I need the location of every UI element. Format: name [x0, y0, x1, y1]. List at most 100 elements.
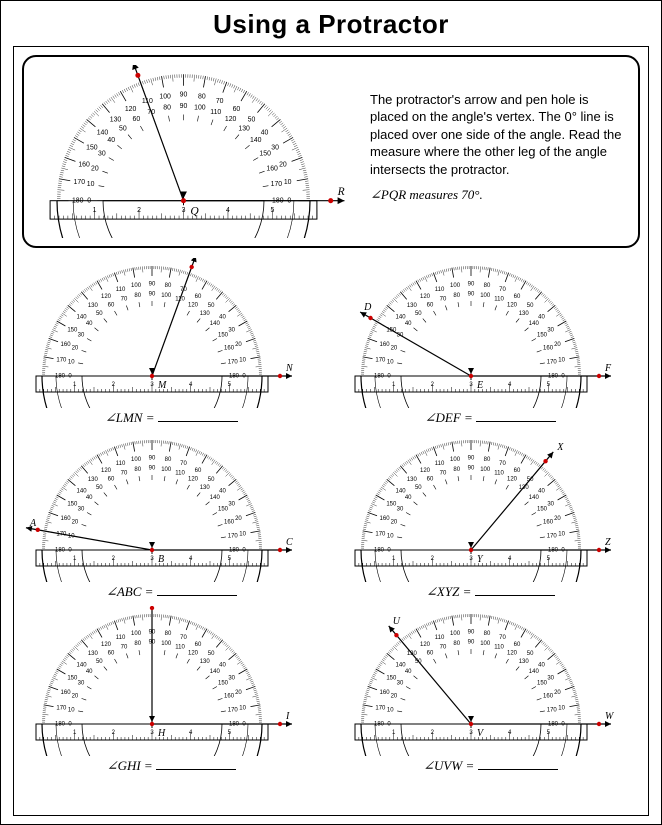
svg-text:30: 30 — [78, 506, 85, 512]
svg-text:D: D — [363, 302, 372, 313]
svg-text:40: 40 — [405, 494, 412, 500]
svg-text:130: 130 — [88, 651, 99, 657]
svg-text:60: 60 — [133, 116, 141, 123]
svg-text:130: 130 — [238, 125, 250, 132]
protractor-diagram: 1234518001701016020150301404013050120601… — [22, 258, 321, 408]
answer-line: ∠GHI = — [22, 758, 321, 774]
svg-text:150: 150 — [86, 145, 98, 152]
svg-text:160: 160 — [78, 161, 90, 168]
svg-text:160: 160 — [61, 690, 72, 696]
svg-text:4: 4 — [508, 382, 512, 388]
svg-text:120: 120 — [188, 650, 199, 656]
svg-text:20: 20 — [91, 165, 99, 172]
svg-text:60: 60 — [514, 641, 521, 647]
svg-text:1: 1 — [93, 207, 97, 214]
svg-text:60: 60 — [108, 302, 115, 308]
svg-text:120: 120 — [420, 641, 431, 647]
svg-text:1: 1 — [392, 382, 396, 388]
svg-text:2: 2 — [112, 556, 116, 562]
svg-text:4: 4 — [226, 207, 230, 214]
svg-text:70: 70 — [180, 461, 187, 467]
svg-text:0: 0 — [87, 198, 91, 205]
svg-text:20: 20 — [554, 690, 561, 696]
protractor-diagram: 1234518001701016020150301404013050120601… — [22, 606, 321, 756]
svg-text:40: 40 — [86, 668, 93, 674]
svg-text:120: 120 — [101, 467, 112, 473]
svg-text:120: 120 — [507, 650, 518, 656]
svg-text:3: 3 — [150, 730, 154, 736]
svg-text:120: 120 — [188, 476, 199, 482]
answer-blank[interactable] — [478, 758, 558, 770]
svg-text:90: 90 — [468, 639, 475, 645]
answer-blank[interactable] — [157, 584, 237, 596]
svg-text:0: 0 — [68, 373, 72, 379]
svg-text:150: 150 — [537, 680, 548, 686]
svg-text:20: 20 — [72, 693, 79, 699]
svg-text:140: 140 — [396, 314, 407, 320]
problem-cell: 1234518001701016020150301404013050120601… — [22, 432, 321, 600]
svg-text:160: 160 — [380, 690, 391, 696]
protractor-diagram: 1234518001701016020150301404013050120601… — [341, 432, 640, 582]
svg-text:2: 2 — [112, 382, 116, 388]
svg-text:170: 170 — [228, 359, 239, 365]
svg-text:Y: Y — [477, 554, 484, 565]
svg-text:100: 100 — [194, 105, 206, 112]
svg-text:140: 140 — [250, 137, 262, 144]
svg-text:100: 100 — [131, 456, 142, 462]
svg-text:170: 170 — [375, 357, 386, 363]
svg-text:130: 130 — [519, 310, 530, 316]
svg-text:120: 120 — [420, 293, 431, 299]
svg-text:50: 50 — [119, 125, 127, 132]
svg-text:100: 100 — [480, 292, 491, 298]
svg-text:40: 40 — [219, 662, 226, 668]
svg-text:3: 3 — [150, 556, 154, 562]
svg-text:20: 20 — [279, 161, 287, 168]
svg-text:80: 80 — [453, 292, 460, 298]
svg-text:130: 130 — [519, 658, 530, 664]
svg-text:I: I — [285, 711, 290, 722]
svg-text:70: 70 — [499, 287, 506, 293]
svg-text:100: 100 — [450, 282, 461, 288]
svg-text:80: 80 — [134, 466, 141, 472]
svg-text:160: 160 — [224, 519, 235, 525]
svg-text:150: 150 — [218, 332, 229, 338]
answer-line: ∠DEF = — [341, 410, 640, 426]
problem-cell: 1234518001701016020150301404013050120601… — [341, 432, 640, 600]
svg-text:130: 130 — [110, 116, 122, 123]
svg-text:80: 80 — [453, 640, 460, 646]
svg-text:90: 90 — [149, 281, 156, 287]
svg-text:50: 50 — [208, 651, 215, 657]
answer-line: ∠LMN = — [22, 410, 321, 426]
svg-text:60: 60 — [233, 106, 241, 113]
svg-text:90: 90 — [468, 291, 475, 297]
answer-blank[interactable] — [158, 410, 238, 422]
svg-text:40: 40 — [538, 662, 545, 668]
svg-text:5: 5 — [228, 556, 232, 562]
svg-text:160: 160 — [224, 693, 235, 699]
svg-text:150: 150 — [386, 675, 397, 681]
svg-text:180: 180 — [374, 373, 385, 379]
svg-text:90: 90 — [468, 465, 475, 471]
svg-text:F: F — [604, 363, 612, 374]
answer-blank[interactable] — [476, 410, 556, 422]
svg-text:50: 50 — [527, 303, 534, 309]
svg-text:1: 1 — [392, 730, 396, 736]
answer-blank[interactable] — [475, 584, 555, 596]
svg-text:10: 10 — [558, 705, 565, 711]
svg-text:70: 70 — [499, 461, 506, 467]
svg-text:110: 110 — [435, 287, 445, 293]
svg-text:140: 140 — [77, 662, 88, 668]
svg-text:180: 180 — [374, 547, 385, 553]
svg-text:100: 100 — [480, 466, 491, 472]
answer-blank[interactable] — [156, 758, 236, 770]
svg-text:5: 5 — [547, 382, 551, 388]
svg-text:120: 120 — [125, 106, 137, 113]
svg-text:90: 90 — [149, 291, 156, 297]
svg-text:100: 100 — [161, 292, 172, 298]
svg-text:30: 30 — [547, 675, 554, 681]
svg-text:40: 40 — [219, 488, 226, 494]
svg-text:20: 20 — [235, 342, 242, 348]
svg-text:140: 140 — [210, 668, 221, 674]
protractor-diagram: 1234518001701016020150301404013050120601… — [341, 258, 640, 408]
svg-text:10: 10 — [387, 533, 394, 539]
